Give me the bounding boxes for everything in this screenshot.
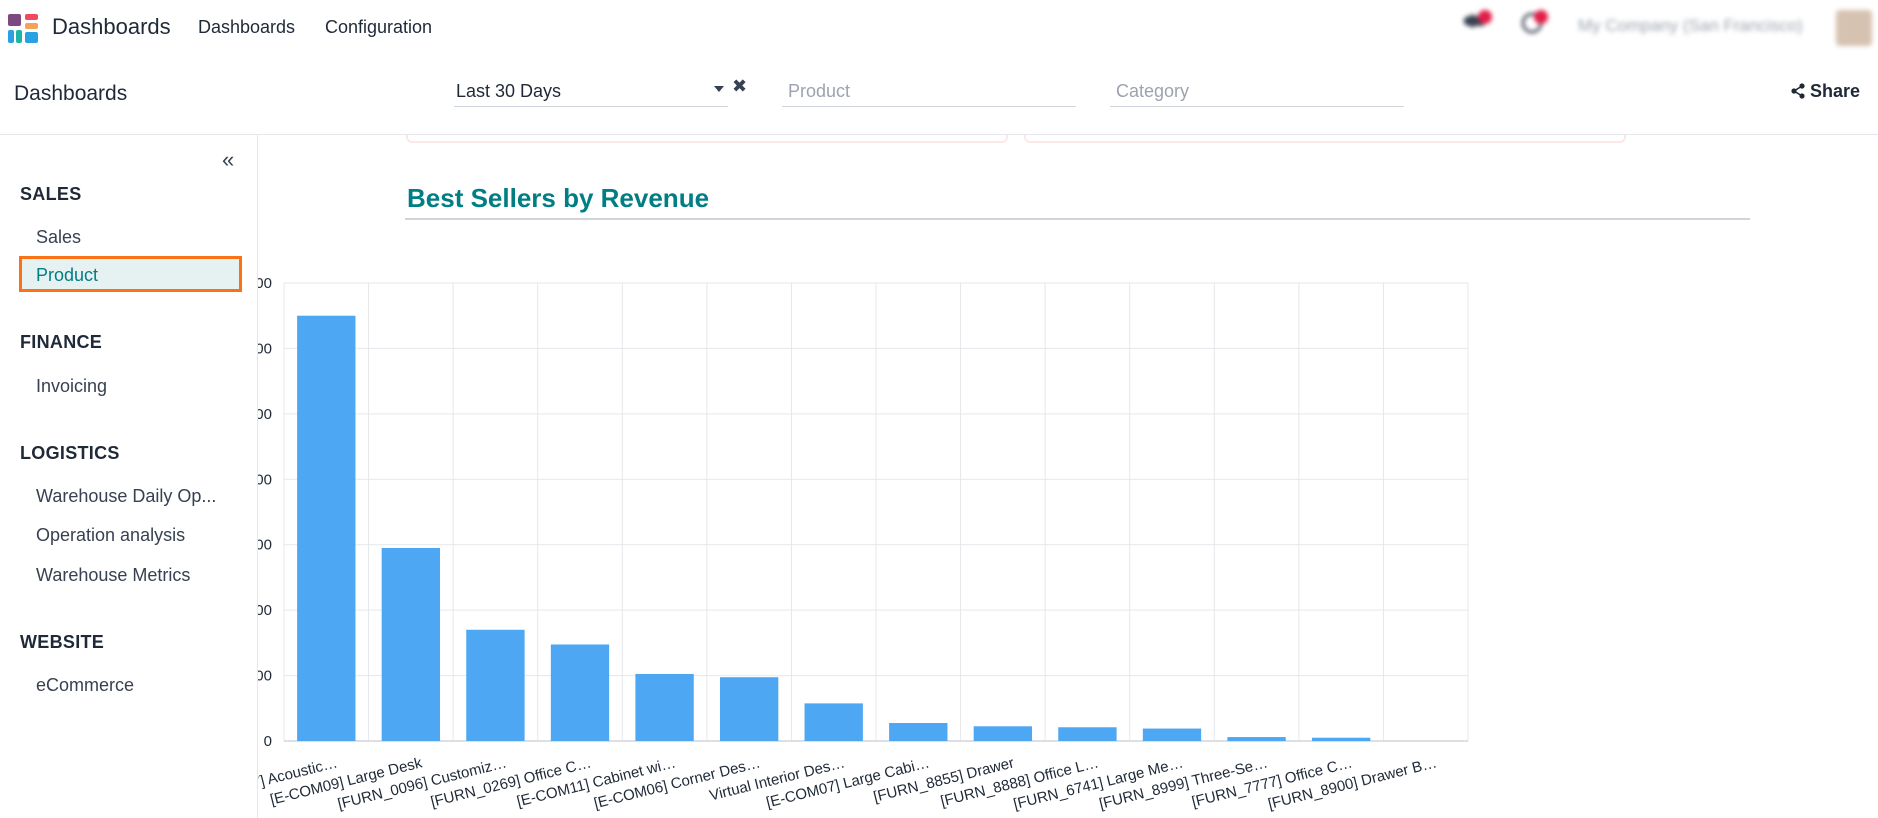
chart-bar: [381, 547, 441, 741]
chart-bar: [635, 673, 694, 741]
chevron-down-icon: [714, 86, 724, 92]
y-tick-label: 12,000: [258, 340, 272, 357]
collapse-sidebar-icon[interactable]: «: [222, 147, 235, 172]
category-placeholder: Category: [1116, 81, 1190, 101]
chart-bar: [889, 723, 948, 741]
chart-bar: [550, 644, 610, 741]
app-logo-icon[interactable]: [8, 14, 40, 44]
section-finance: FINANCE: [20, 332, 103, 352]
product-placeholder: Product: [788, 81, 851, 101]
chart-bar: [719, 677, 779, 741]
chart-bar: [804, 703, 863, 741]
y-tick-label: 10,000: [258, 406, 272, 423]
menu-configuration[interactable]: Configuration: [325, 17, 433, 37]
y-tick-label: 14,000: [258, 275, 272, 292]
company-switcher[interactable]: My Company (San Francisco): [1578, 16, 1803, 35]
sidebar-item-ecommerce[interactable]: eCommerce: [36, 675, 135, 695]
sidebar-item-product[interactable]: Product: [19, 256, 242, 292]
date-filter-value: Last 30 Days: [456, 81, 562, 101]
chart-bar: [1311, 737, 1371, 741]
y-tick-label: 0: [264, 733, 272, 750]
chart-title: Best Sellers by Revenue: [407, 183, 710, 213]
messaging-icon[interactable]: [1462, 10, 1492, 46]
share-icon: [1791, 83, 1805, 99]
kpi-card-bottom: [1024, 135, 1626, 143]
dashboard-sidebar: « SALES Sales Product FINANCE Invoicing …: [0, 135, 258, 818]
y-tick-label: 6,000: [258, 537, 272, 554]
top-navbar: Dashboards Dashboards Configuration My C…: [0, 0, 1878, 54]
clear-filter-icon[interactable]: ✖: [732, 76, 748, 96]
kpi-card-bottom: [406, 135, 1008, 143]
dashboard-main: Best Sellers by Revenue 0 2,000 4,000 6,000…: [258, 135, 1878, 818]
activity-icon[interactable]: [1520, 10, 1550, 46]
chart-bar: [1142, 728, 1202, 741]
sidebar-item-operation-analysis[interactable]: Operation analysis: [36, 525, 186, 545]
section-website: WEBSITE: [20, 632, 105, 652]
section-logistics: LOGISTICS: [20, 443, 120, 463]
date-filter-select[interactable]: Last 30 Days: [454, 74, 728, 107]
category-filter-input[interactable]: Category: [1110, 74, 1404, 107]
app-title[interactable]: Dashboards: [52, 14, 171, 39]
best-sellers-chart[interactable]: 02,0004,0006,0008,00010,00012,00014,000[…: [258, 221, 1778, 818]
chart-bar: [1227, 737, 1286, 741]
user-avatar[interactable]: [1836, 10, 1872, 46]
section-sales: SALES: [20, 184, 82, 204]
chart-bar: [297, 315, 356, 741]
sidebar-item-warehouse-metrics[interactable]: Warehouse Metrics: [36, 565, 191, 585]
sidebar-item-sales[interactable]: Sales: [36, 227, 82, 247]
share-label: Share: [1810, 81, 1861, 101]
chart-bar: [1058, 727, 1117, 741]
share-button[interactable]: Share: [1790, 81, 1860, 102]
product-filter-input[interactable]: Product: [782, 74, 1076, 107]
menu-dashboards[interactable]: Dashboards: [198, 17, 296, 37]
sidebar-item-product-label: Product: [36, 265, 99, 285]
y-tick-label: 8,000: [258, 471, 272, 488]
chart-bar: [466, 629, 525, 741]
sidebar-item-invoicing[interactable]: Invoicing: [36, 376, 108, 396]
control-panel: Dashboards Last 30 Days ✖ Product Catego…: [0, 54, 1878, 135]
chart-bar: [973, 726, 1033, 741]
y-tick-label: 2,000: [258, 668, 272, 685]
breadcrumb-title: Dashboards: [14, 82, 128, 105]
title-divider: [405, 218, 1750, 220]
y-tick-label: 4,000: [258, 602, 272, 619]
sidebar-item-warehouse-daily[interactable]: Warehouse Daily Op...: [36, 486, 217, 506]
